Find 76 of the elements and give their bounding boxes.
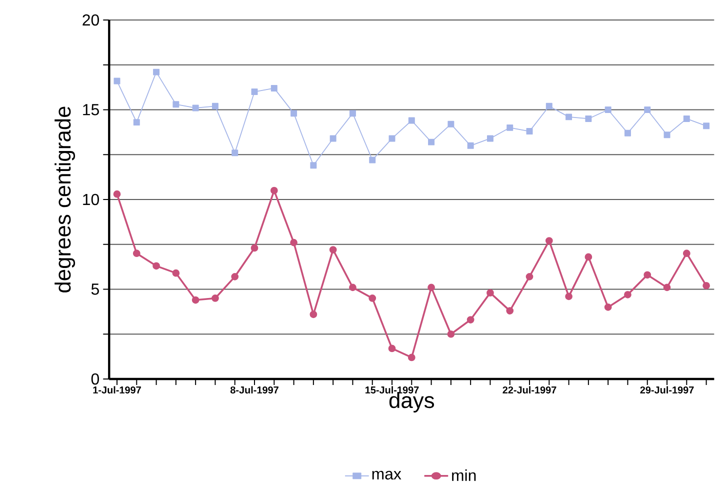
point bbox=[172, 101, 180, 108]
point bbox=[408, 354, 416, 362]
y-axis-title: degrees centigrade bbox=[54, 106, 76, 292]
point bbox=[250, 244, 258, 252]
point bbox=[133, 119, 140, 126]
point bbox=[192, 104, 199, 112]
point bbox=[388, 344, 396, 352]
point bbox=[486, 135, 494, 142]
point bbox=[702, 282, 710, 290]
x-axis-title: days bbox=[389, 392, 434, 412]
point bbox=[467, 142, 474, 149]
point bbox=[644, 271, 652, 279]
x-tick-label: 8-Jul-1997 bbox=[230, 386, 278, 394]
y-tick-label: 0 bbox=[91, 373, 99, 385]
point bbox=[270, 186, 278, 194]
point bbox=[408, 117, 415, 124]
point bbox=[703, 122, 710, 130]
point bbox=[270, 84, 278, 92]
point bbox=[682, 250, 690, 258]
point bbox=[466, 316, 474, 324]
point bbox=[192, 296, 200, 304]
point bbox=[663, 284, 671, 292]
point bbox=[368, 294, 376, 302]
y-tick-label: 15 bbox=[83, 104, 99, 116]
point bbox=[114, 78, 120, 84]
point bbox=[664, 132, 670, 138]
point bbox=[152, 262, 160, 270]
point bbox=[251, 88, 258, 96]
y-tick-label: 5 bbox=[91, 284, 99, 295]
point bbox=[644, 106, 651, 113]
point bbox=[310, 162, 317, 169]
point bbox=[349, 110, 356, 117]
point bbox=[113, 190, 121, 198]
point bbox=[585, 115, 592, 122]
point bbox=[290, 238, 298, 246]
y-tick-label: 20 bbox=[82, 14, 99, 26]
point bbox=[330, 135, 336, 142]
point bbox=[584, 253, 592, 261]
point bbox=[172, 269, 180, 277]
point bbox=[388, 135, 396, 142]
point bbox=[545, 237, 553, 244]
point bbox=[604, 106, 612, 113]
point bbox=[310, 310, 318, 318]
x-tick-label: 22-Jul-1997 bbox=[502, 386, 556, 394]
point bbox=[231, 272, 239, 280]
point bbox=[153, 68, 160, 76]
legend-label: max bbox=[372, 470, 402, 480]
point bbox=[546, 102, 552, 110]
x-tick-label: 15-Jul-1997 bbox=[365, 386, 419, 394]
point bbox=[506, 307, 514, 314]
point bbox=[526, 128, 533, 135]
point bbox=[624, 130, 631, 136]
point bbox=[604, 304, 612, 311]
point bbox=[232, 150, 238, 156]
y-tick-label: 10 bbox=[83, 194, 99, 206]
point bbox=[447, 330, 455, 338]
point bbox=[624, 290, 632, 298]
point bbox=[448, 120, 454, 128]
point bbox=[565, 292, 572, 300]
point bbox=[428, 284, 435, 292]
x-tick-label: 1-Jul-1997 bbox=[93, 386, 141, 394]
point bbox=[329, 246, 337, 254]
point bbox=[349, 284, 356, 292]
x-tick-label: 29-Jul-1997 bbox=[640, 386, 694, 394]
point bbox=[506, 124, 514, 131]
point bbox=[212, 102, 218, 110]
point bbox=[526, 272, 534, 280]
point bbox=[486, 289, 494, 297]
point bbox=[428, 138, 435, 146]
point bbox=[566, 114, 572, 120]
point bbox=[290, 110, 298, 117]
point bbox=[369, 156, 376, 164]
legend-label: min bbox=[452, 469, 476, 481]
point bbox=[683, 115, 690, 122]
point bbox=[212, 294, 219, 302]
point bbox=[132, 250, 140, 258]
